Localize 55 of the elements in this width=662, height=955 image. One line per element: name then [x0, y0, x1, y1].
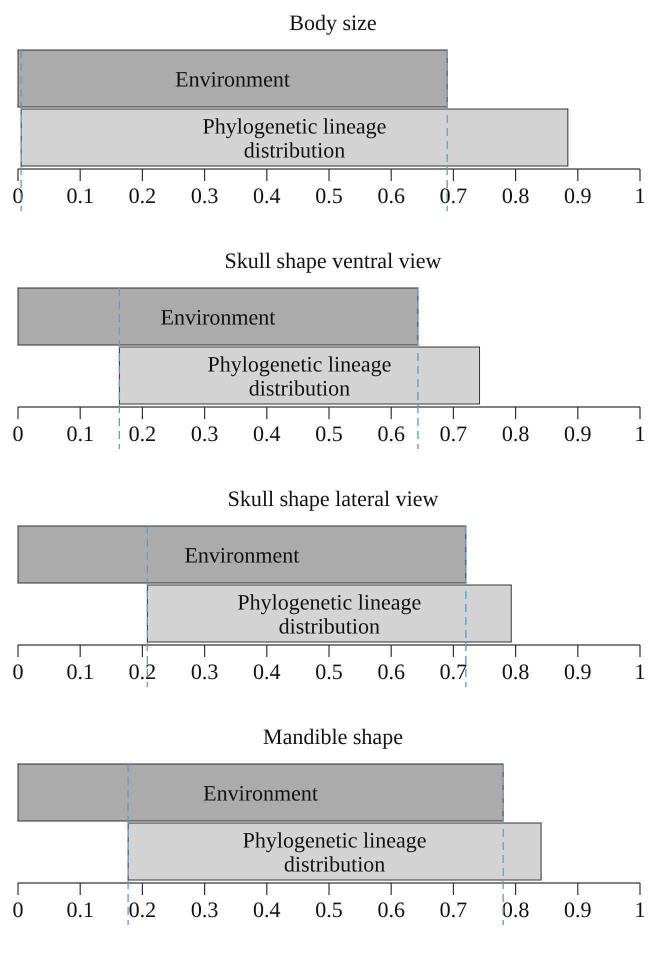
y-tick-label: Phylogenetic lineage distribution — [237, 589, 422, 638]
x-tick-label: 0 — [12, 421, 24, 446]
y-tick-label: Environment — [175, 66, 290, 91]
x-tick-label: 0.2 — [128, 183, 156, 208]
y-tick-label: Phylogenetic lineage distribution — [242, 827, 427, 876]
x-tick-label: 0.9 — [564, 421, 592, 446]
chart-title: Skull shape lateral view — [228, 486, 438, 511]
x-tick-label: 0.9 — [564, 659, 592, 684]
chart-title: Skull shape ventral view — [224, 248, 442, 273]
x-tick-label: 0 — [12, 659, 24, 684]
x-tick-label: 0.9 — [564, 897, 592, 922]
x-tick-label: 0.5 — [315, 897, 343, 922]
x-tick-label: 0 — [12, 897, 24, 922]
x-tick-label: 0.6 — [377, 897, 405, 922]
x-tick-label: 0.5 — [315, 183, 343, 208]
x-tick-label: 0.6 — [377, 421, 405, 446]
x-tick-label: 0.1 — [66, 183, 94, 208]
x-tick-label: 0.5 — [315, 659, 343, 684]
x-tick-label: 0.3 — [190, 421, 218, 446]
x-tick-label: 0.7 — [440, 897, 468, 922]
x-tick-label: 0.9 — [564, 183, 592, 208]
x-tick-label: 0.3 — [190, 659, 218, 684]
x-tick-label: 1 — [634, 897, 646, 922]
x-tick-label: 1 — [634, 659, 646, 684]
x-tick-label: 0.8 — [502, 659, 530, 684]
y-tick-label: Phylogenetic lineage distribution — [202, 113, 386, 162]
x-tick-label: 0.3 — [190, 183, 218, 208]
x-tick-label: 0.2 — [128, 897, 156, 922]
x-tick-label: 0.4 — [253, 421, 281, 446]
x-tick-label: 0.8 — [502, 421, 530, 446]
y-tick-label: Environment — [203, 780, 318, 805]
x-tick-label: 0.6 — [377, 659, 405, 684]
x-tick-label: 0.1 — [66, 659, 94, 684]
y-tick-label: Environment — [184, 542, 300, 567]
x-tick-label: 0.8 — [502, 183, 530, 208]
x-tick-label: 0.4 — [253, 897, 281, 922]
x-tick-label: 0.8 — [502, 897, 530, 922]
x-tick-label: 0.4 — [253, 659, 281, 684]
x-tick-label: 0.6 — [377, 183, 405, 208]
y-tick-label: Phylogenetic lineage distribution — [208, 351, 392, 400]
chart-title: Body size — [289, 10, 377, 35]
x-tick-label: 1 — [634, 183, 646, 208]
x-tick-label: 0.1 — [66, 421, 94, 446]
chart-title: Mandible shape — [263, 724, 403, 749]
x-tick-label: 0.1 — [66, 897, 94, 922]
x-tick-label: 0.4 — [253, 183, 281, 208]
x-tick-label: 0.2 — [128, 659, 156, 684]
x-tick-label: 1 — [634, 421, 646, 446]
x-tick-label: 0.7 — [440, 183, 468, 208]
x-tick-label: 0.5 — [315, 421, 343, 446]
x-tick-label: 0.3 — [190, 897, 218, 922]
x-tick-label: 0.7 — [440, 659, 468, 684]
x-tick-label: 0.2 — [128, 421, 156, 446]
y-tick-label: Environment — [160, 304, 276, 329]
x-tick-label: 0.7 — [440, 421, 468, 446]
